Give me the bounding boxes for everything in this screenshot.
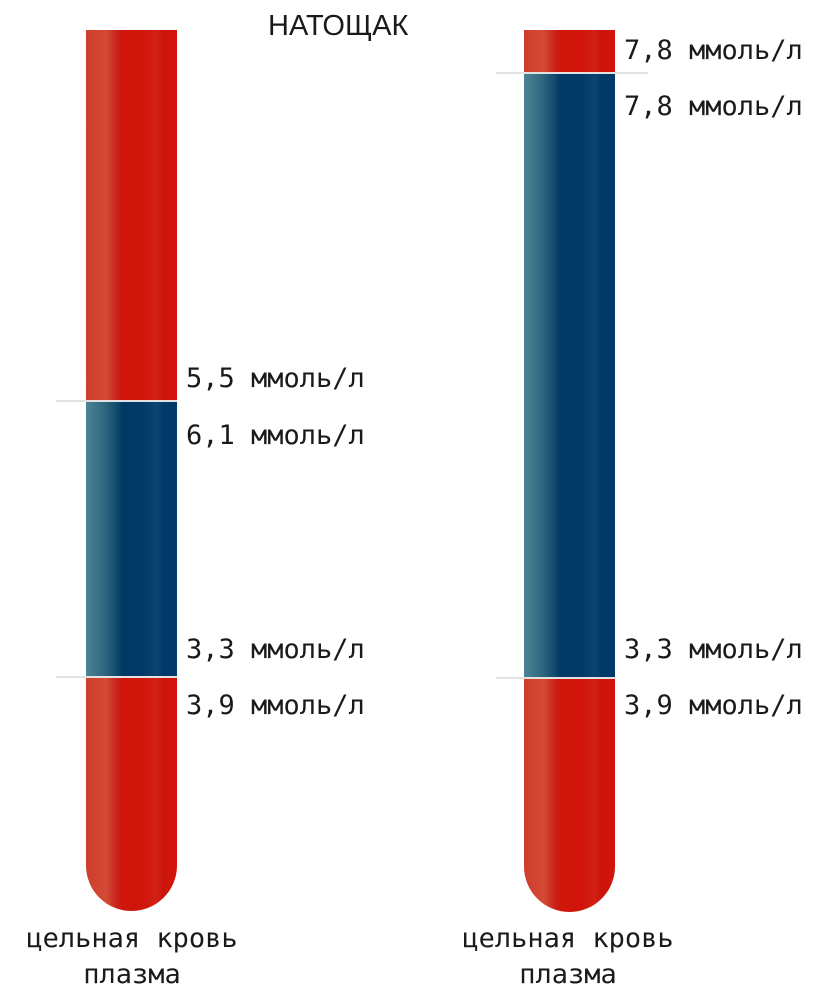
- right-divider-upper: [496, 72, 648, 74]
- left-tube-low-zone: [86, 677, 177, 911]
- left-label-bottom-whole: 3,3 ммоль/л: [186, 634, 365, 665]
- left-label-top-whole: 5,5 ммоль/л: [186, 363, 365, 394]
- right-label-top-plasma: 7,8 ммоль/л: [624, 91, 803, 122]
- left-tube-normal-zone: [86, 401, 177, 677]
- right-divider-lower: [496, 677, 616, 679]
- right-tube-low-zone: [524, 678, 615, 912]
- left-label-bottom-plasma: 3,9 ммоль/л: [186, 690, 365, 721]
- right-tube-high-zone: [524, 30, 615, 73]
- left-caption-line2: плазма: [83, 959, 181, 990]
- left-tube-high-zone: [86, 30, 177, 401]
- right-tube: [524, 30, 615, 912]
- right-tube-normal-zone: [524, 73, 615, 678]
- right-caption-line1: цельная кровь: [462, 923, 674, 954]
- left-divider-lower: [56, 676, 177, 678]
- left-label-top-plasma: 6,1 ммоль/л: [186, 420, 365, 451]
- left-caption-line1: цельная кровь: [26, 923, 238, 954]
- right-label-bottom-whole: 3,3 ммоль/л: [624, 634, 803, 665]
- right-caption-line2: плазма: [519, 959, 617, 990]
- right-label-bottom-plasma: 3,9 ммоль/л: [624, 690, 803, 721]
- left-divider-upper: [56, 400, 177, 402]
- right-label-top-whole: 7,8 ммоль/л: [624, 35, 803, 66]
- title-fasting: НАТОЩАК: [268, 10, 409, 42]
- left-tube: [86, 30, 177, 911]
